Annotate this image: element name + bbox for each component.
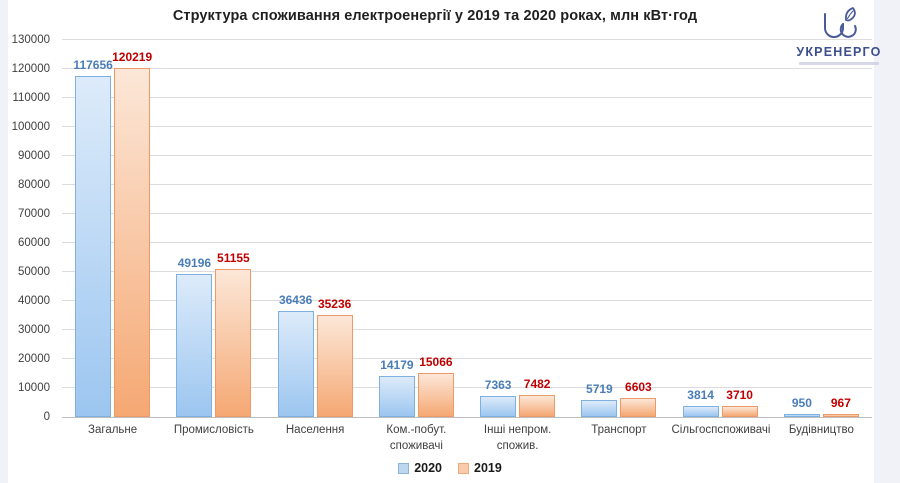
bar-2019-8 [822, 414, 859, 417]
y-tick-label: 110000 [12, 92, 50, 104]
gridline [62, 184, 872, 185]
y-tick-label: 70000 [18, 208, 50, 220]
legend-label-2019: 2019 [474, 461, 502, 475]
ukrenergo-logo-tagline [799, 62, 879, 65]
bar-value-2020-4: 14179 [380, 357, 414, 372]
y-tick-label: 120000 [11, 63, 50, 75]
right-margin-strip [874, 0, 900, 483]
x-category-label: Загальне [88, 424, 138, 436]
bar-2020-3 [277, 311, 314, 417]
y-tick-label: 30000 [18, 324, 50, 336]
ukrenergo-logo: УКРЕНЕРГО [791, 6, 887, 65]
bar-2020-5 [480, 395, 517, 417]
bar-value-2019-4: 15066 [419, 355, 453, 370]
bar-value-2020-1: 117656 [73, 57, 113, 72]
bar-2020-8 [783, 414, 820, 417]
x-category-label: Будівництво [788, 424, 854, 436]
bar-2019-1 [114, 68, 151, 417]
bar-2019-3 [316, 314, 353, 417]
y-tick-label: 100000 [11, 121, 50, 133]
bar-value-2020-6: 5719 [586, 382, 613, 397]
gridline [62, 271, 872, 272]
y-tick-label: 60000 [18, 237, 50, 249]
bar-value-2019-2: 51155 [217, 250, 250, 265]
legend-item-2020: 2020 [398, 461, 442, 475]
x-category-label: Транспорт [591, 424, 647, 436]
bar-2020-4 [378, 375, 415, 417]
chart-title: Структура споживання електроенергії у 20… [172, 8, 698, 24]
legend-swatch-2019 [458, 462, 469, 474]
x-category-label: Населення [285, 424, 345, 436]
gridline [62, 97, 872, 98]
bar-value-2019-5: 7482 [523, 377, 551, 392]
bar-value-2019-1: 120219 [112, 50, 153, 65]
bar-value-2020-8: 950 [791, 396, 812, 411]
legend-label-2020: 2020 [414, 461, 442, 475]
x-category-label: Інші непром. спожив. [483, 424, 552, 452]
gridline [62, 387, 872, 388]
gridline [62, 68, 872, 69]
bar-value-2019-7: 3710 [726, 388, 753, 403]
y-tick-label: 80000 [18, 179, 50, 191]
bar-2020-7 [682, 405, 719, 417]
legend-item-2019: 2019 [458, 461, 502, 475]
y-tick-label: 0 [43, 411, 50, 423]
gridline [62, 300, 872, 301]
plot-area: 117656 120219 49196 51155 36436 35236 14179 150… [62, 39, 872, 418]
y-tick-label: 10000 [18, 382, 50, 394]
gridline [62, 39, 872, 40]
bar-value-2020-7: 3814 [687, 387, 714, 402]
y-tick-label: 130000 [11, 34, 50, 46]
bar-2020-2 [176, 274, 213, 417]
x-category-label: Сільгоспспоживачі [671, 424, 771, 436]
bar-value-2020-5: 7363 [484, 377, 512, 392]
bar-2019-5 [519, 395, 556, 417]
bar-2020-1 [75, 75, 112, 417]
gridline [62, 126, 872, 127]
bar-value-2019-3: 35236 [317, 296, 352, 311]
legend: 2020 2019 [0, 461, 900, 475]
x-category-label: Ком.-побут. споживачі [386, 424, 447, 452]
bar-value-2019-6: 6603 [625, 379, 652, 394]
y-tick-label: 50000 [18, 266, 50, 278]
ukrenergo-logo-icon [812, 6, 866, 44]
ukrenergo-logo-text: УКРЕНЕРГО [796, 45, 882, 59]
gridline [62, 155, 872, 156]
bar-value-2020-2: 49196 [177, 256, 212, 271]
gridline [62, 242, 872, 243]
x-category-label: Промисловість [173, 424, 254, 436]
gridline [62, 358, 872, 359]
y-tick-label: 90000 [18, 150, 50, 162]
bar-value-2019-8: 967 [830, 396, 851, 411]
bar-2019-7 [721, 406, 758, 417]
left-margin-strip [0, 0, 8, 483]
y-tick-label: 20000 [18, 353, 50, 365]
bar-2019-4 [417, 373, 454, 417]
bar-value-2020-3: 36436 [278, 293, 313, 308]
gridline [62, 329, 872, 330]
gridline [62, 213, 872, 214]
bar-2019-6 [620, 397, 657, 417]
y-tick-label: 40000 [18, 295, 50, 307]
bar-2020-6 [581, 400, 618, 417]
bar-2019-2 [215, 268, 252, 417]
legend-swatch-2020 [398, 462, 410, 474]
